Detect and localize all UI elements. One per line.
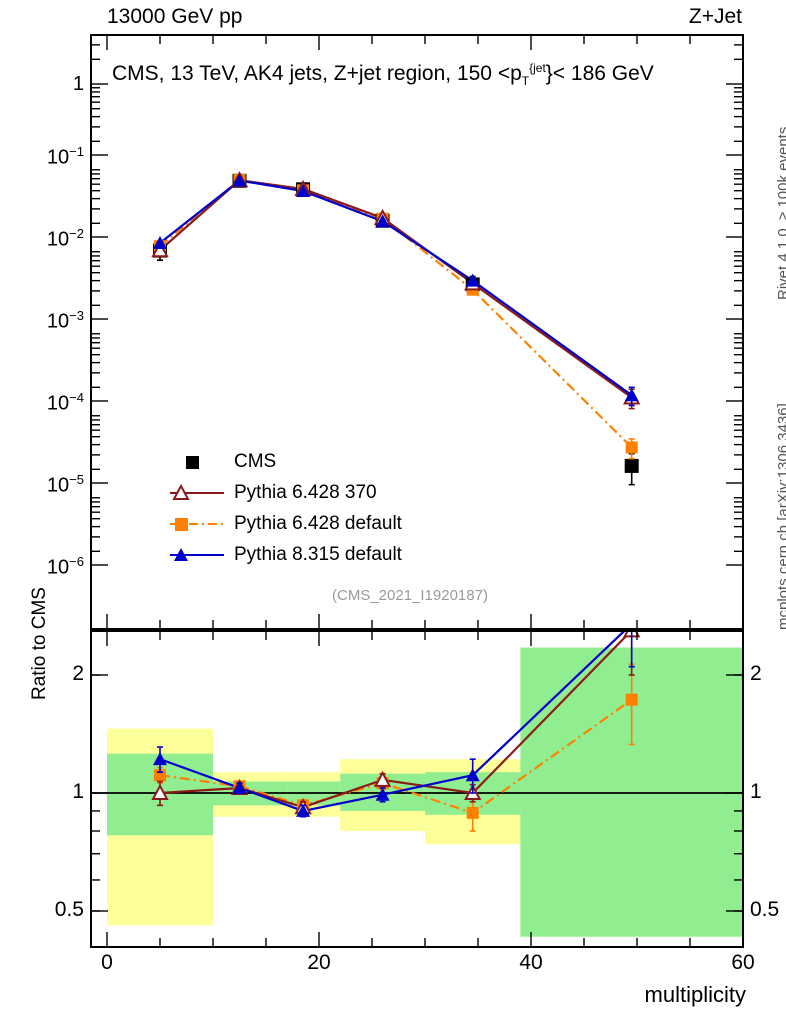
header-beam-label: 13000 GeV pp [107, 5, 243, 28]
x-tick-0: 0 [101, 951, 113, 974]
y-tick-1e-4: 10−4 [46, 390, 84, 415]
ratio-tick-left-2: 2 [72, 662, 84, 685]
x-axis-title: multiplicity [644, 982, 746, 1007]
plot-title-main: CMS, 13 TeV, AK4 jets, Z+jet region, 150… [112, 62, 522, 85]
x-tick-60: 60 [731, 951, 755, 974]
legend-item-pythia8-default[interactable]: Pythia 8.315 default [168, 539, 402, 570]
plot-title: CMS, 13 TeV, AK4 jets, Z+jet region, 150… [112, 62, 654, 87]
main-y-ticks [92, 44, 742, 566]
legend-item-pythia6-default[interactable]: Pythia 6.428 default [168, 508, 402, 539]
ratio-ticks [92, 632, 744, 946]
legend-key-pythia6-370 [168, 483, 226, 503]
legend-label-pythia8-default: Pythia 8.315 default [234, 543, 402, 565]
mcplots-source-label: mcplots.cern.ch [arXiv:1306.3436] [775, 403, 786, 630]
ratio-tick-left-1: 1 [72, 780, 84, 803]
legend-label-cms: CMS [234, 450, 277, 472]
ratio-series-layer [151, 632, 641, 832]
plot-title-sup: {jet [529, 61, 546, 75]
rivet-version-label: Rivet 4.1.0, ≥ 100k events [775, 126, 786, 300]
main-plot-canvas [92, 36, 744, 628]
plot-title-tail: }< 186 GeV [545, 62, 654, 85]
main-plot-panel [90, 34, 744, 630]
legend-label-pythia6-370: Pythia 6.428 370 [234, 481, 377, 503]
legend-item-cms[interactable]: CMS [168, 446, 402, 477]
legend: CMS Pythia 6.428 370 Pythia 6.428 defaul… [168, 446, 402, 570]
legend-key-cms [168, 452, 226, 472]
ratio-tick-right-2: 2 [750, 662, 762, 685]
ratio-tick-right-05: 0.5 [750, 898, 780, 921]
y-tick-1e-5: 10−5 [46, 472, 84, 497]
y-tick-1e-1: 10−1 [46, 144, 84, 169]
watermark: (CMS_2021_I1920187) [332, 587, 488, 604]
ratio-plot-canvas [92, 632, 744, 946]
y-axis-title: # d 2 N / d p T # d p T d λ 1 d [6, 40, 50, 290]
ratio-tick-left-05: 0.5 [54, 898, 84, 921]
plot-title-sub: T [521, 74, 530, 89]
x-tick-40: 40 [519, 951, 543, 974]
main-x-ticks [106, 36, 744, 628]
header-process-label: Z+Jet [688, 5, 742, 28]
main-series-layer [151, 171, 641, 486]
ratio-tick-right-1: 1 [750, 780, 762, 803]
x-tick-20: 20 [307, 951, 331, 974]
legend-key-pythia8-default [168, 545, 226, 565]
legend-item-pythia6-370[interactable]: Pythia 6.428 370 [168, 477, 402, 508]
y-tick-1e-2: 10−2 [46, 226, 84, 251]
legend-key-pythia6-default [168, 514, 226, 534]
y-tick-1e-6: 10−6 [46, 554, 84, 579]
legend-label-pythia6-default: Pythia 6.428 default [234, 512, 402, 534]
y-tick-1e-3: 10−3 [46, 308, 84, 333]
y-tick-1: 1 [72, 73, 84, 95]
ratio-y-axis-title: Ratio to CMS [29, 587, 50, 700]
